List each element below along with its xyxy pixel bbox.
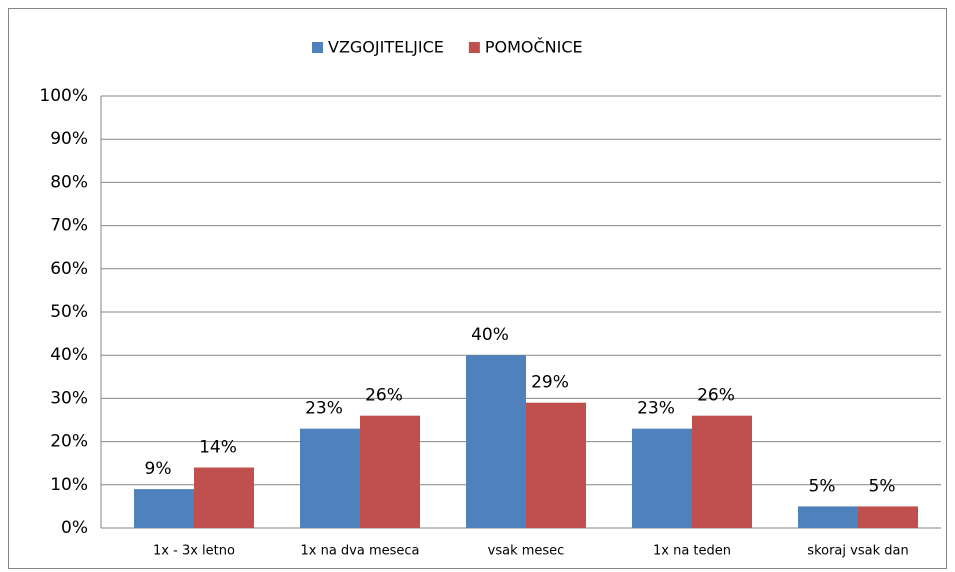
value-label: 5% <box>869 476 896 496</box>
y-tick-label: 20% <box>50 432 88 452</box>
bar <box>134 489 194 528</box>
value-label: 26% <box>365 386 403 406</box>
value-label: 9% <box>145 459 172 479</box>
value-label: 29% <box>531 373 569 393</box>
bar <box>300 428 360 528</box>
x-tick-label: skoraj vsak dan <box>807 544 908 559</box>
value-label: 40% <box>471 325 509 345</box>
y-tick-label: 40% <box>50 345 88 365</box>
y-tick-label: 0% <box>61 518 88 538</box>
y-tick-label: 50% <box>50 302 88 322</box>
y-tick-label: 10% <box>50 475 88 495</box>
legend-swatch <box>468 42 480 53</box>
bar <box>632 428 692 528</box>
bar <box>858 506 918 528</box>
y-tick-label: 60% <box>50 259 88 279</box>
value-label: 5% <box>809 476 836 496</box>
bar <box>692 415 752 528</box>
bar <box>194 467 254 528</box>
legend-label: POMOČNICE <box>485 38 583 57</box>
bar <box>466 355 526 528</box>
bar <box>526 402 586 528</box>
legend-label: VZGOJITELJICE <box>328 38 444 57</box>
value-label: 26% <box>697 386 735 406</box>
y-tick-label: 30% <box>50 388 88 408</box>
bar <box>798 506 858 528</box>
y-tick-label: 70% <box>50 216 88 236</box>
x-tick-label: 1x na dva meseca <box>300 544 419 559</box>
value-label: 14% <box>199 438 237 458</box>
y-tick-label: 90% <box>50 129 88 149</box>
value-label: 23% <box>305 399 343 419</box>
x-tick-label: 1x - 3x letno <box>153 544 235 559</box>
y-tick-label: 80% <box>50 172 88 192</box>
x-tick-label: vsak mesec <box>488 544 565 559</box>
bar <box>360 415 420 528</box>
y-tick-label: 100% <box>39 86 88 106</box>
legend-swatch <box>312 42 323 53</box>
value-label: 23% <box>637 399 675 419</box>
x-tick-label: 1x na teden <box>653 544 731 559</box>
